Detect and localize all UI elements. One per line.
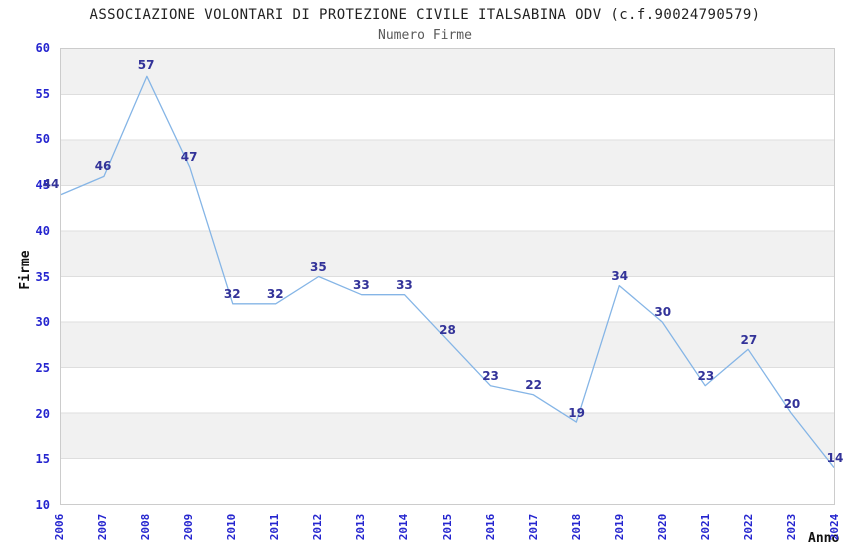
x-axis-title: Anno [808,531,840,546]
data-point-label: 44 [42,177,60,192]
grid-band [61,140,834,186]
data-point-label: 57 [137,58,155,73]
x-tick-label: 2014 [397,513,411,541]
data-point-label: 14 [826,451,844,466]
data-point-label: 30 [654,305,672,320]
data-point-label: 32 [266,286,284,301]
x-tick-label: 2023 [784,513,798,541]
chart-subtitle: Numero Firme [378,28,472,43]
x-tick-label: 2012 [311,513,325,541]
x-tick-label: 2019 [612,513,626,541]
y-tick-label: 40 [35,223,50,238]
x-tick-label: 2021 [698,513,712,541]
y-tick-label: 15 [35,452,50,467]
grid-band [61,231,834,277]
x-tick-label: 2015 [440,513,454,541]
x-tick-label: 2011 [268,513,282,541]
x-tick-label: 2009 [182,513,196,541]
data-point-label: 23 [697,369,715,384]
data-point-label: 46 [94,158,112,173]
x-tick-label: 2010 [225,513,239,541]
data-point-label: 33 [353,277,370,292]
data-point-label: 19 [568,405,585,420]
x-tick-label: 2016 [483,513,497,541]
plot-area [60,48,835,505]
series-line [61,75,834,468]
x-tick-label: 2008 [139,513,153,541]
data-point-label: 33 [396,277,413,292]
line-series-svg [61,49,834,468]
data-point-label: 34 [611,268,629,283]
grid-band [61,49,834,95]
data-point-label: 47 [180,149,198,164]
y-tick-label: 35 [35,269,50,284]
grid-band [61,322,834,368]
x-tick-label: 2006 [53,513,66,541]
data-point-label: 23 [482,369,499,384]
data-point-label: 28 [439,323,456,338]
y-tick-label: 55 [35,86,50,101]
y-tick-label: 20 [35,406,50,421]
x-tick-label: 2007 [96,513,110,541]
data-point-label: 32 [223,286,241,301]
grid-band [61,413,834,459]
y-tick-label: 25 [35,360,50,375]
x-tick-label: 2024 [828,513,841,541]
x-tick-label: 2018 [569,513,583,541]
data-point-label: 35 [309,259,327,274]
data-point-label: 22 [525,378,542,393]
y-tick-label: 30 [35,315,50,330]
x-tick-label: 2017 [526,513,540,541]
y-tick-label: 10 [35,498,50,512]
data-point-label: 27 [740,332,758,347]
x-tick-label: 2022 [741,513,755,541]
x-tick-label: 2020 [655,513,669,541]
chart-title: ASSOCIAZIONE VOLONTARI DI PROTEZIONE CIV… [89,7,761,23]
y-tick-label: 50 [35,132,50,147]
y-tick-label: 60 [35,41,50,55]
x-tick-label: 2013 [354,513,368,541]
data-point-label: 20 [783,396,801,411]
y-tick-label: 45 [35,178,50,193]
